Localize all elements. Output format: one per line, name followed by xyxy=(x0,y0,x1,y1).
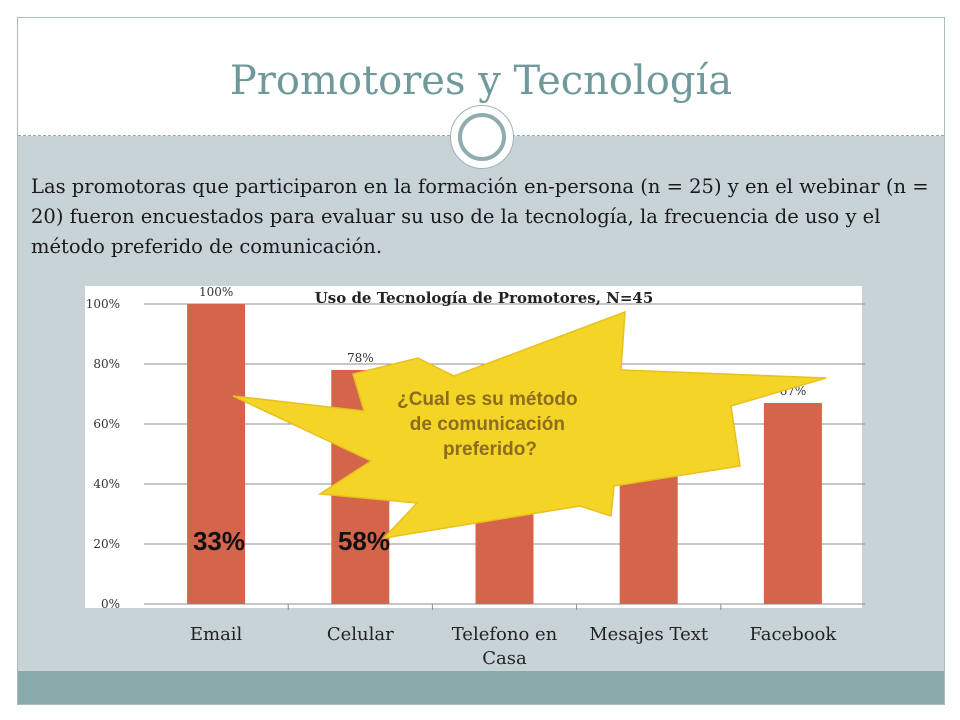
chart-y-tick-label: 80% xyxy=(93,357,120,371)
chart-y-tick-label: 60% xyxy=(93,417,120,431)
decorative-ring-icon xyxy=(458,113,506,161)
chart-x-tick-label: Email xyxy=(190,624,243,645)
slide-title: Promotores y Tecnología xyxy=(229,58,733,104)
footer-band xyxy=(18,671,944,704)
slide-body-text: Las promotoras que participaron en la fo… xyxy=(31,175,929,258)
chart-data-label: 78% xyxy=(347,351,374,365)
chart-x-tick-label: Mesajes Text xyxy=(589,624,709,645)
chart-y-tick-label: 20% xyxy=(93,537,120,551)
chart-x-tick-label: Celular xyxy=(327,624,394,645)
chart-data-labels: 100%78%67% xyxy=(199,285,806,398)
chart-x-axis: Email Celular Telefono en Casa Mesajes Text F… xyxy=(144,603,865,669)
chart-data-label: 100% xyxy=(199,285,233,299)
chart-bar xyxy=(763,403,822,604)
chart-title: Uso de Tecnología de Promotores, N=45 xyxy=(315,289,654,307)
chart-bars xyxy=(187,304,822,604)
chart-y-axis: 0% 20% 40% 60% 80% 100% xyxy=(86,297,120,611)
slide: Promotores y Tecnología Las promotoras q… xyxy=(17,17,945,705)
chart-x-tick-label: Casa xyxy=(482,648,527,669)
starburst-text: ¿Cual es su método de comunicación prefe… xyxy=(397,389,583,460)
chart-x-tick-label: Telefono en xyxy=(452,624,558,645)
overlay-percent-celular: 58% xyxy=(338,526,390,556)
chart-y-tick-label: 100% xyxy=(86,297,120,311)
bar-chart: 0%20%40%60%80%100% 100%78%67% Email Celul… xyxy=(85,285,865,669)
chart-bar xyxy=(187,304,246,604)
overlay-percent-email: 33% xyxy=(193,526,245,556)
chart-x-tick-label: Facebook xyxy=(749,624,837,645)
chart-y-tick-label: 40% xyxy=(93,477,120,491)
starburst-shape xyxy=(232,310,827,540)
starburst-callout: ¿Cual es su método de comunicación prefe… xyxy=(232,310,827,540)
chart-y-tick-label: 0% xyxy=(101,597,120,611)
chart-container: 0% 20% 40% 60% 80% 100% 100% 78% 67% Email Celul… xyxy=(18,18,944,704)
